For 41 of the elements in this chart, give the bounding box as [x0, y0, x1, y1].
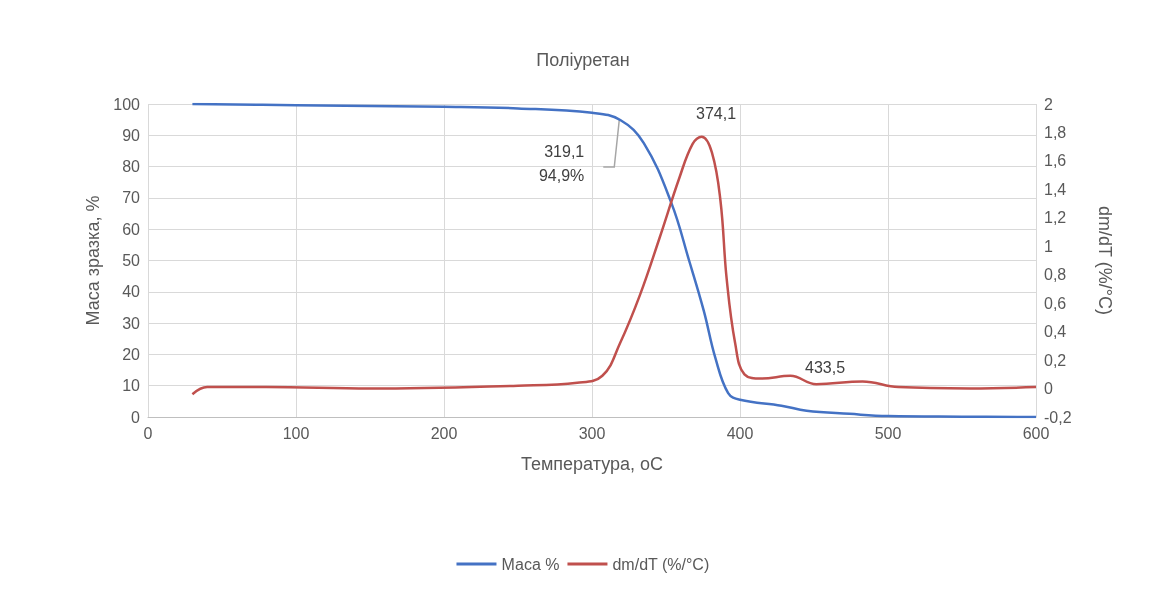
y-axis-title: Маса зразка, % [83, 195, 104, 326]
x-tick-label: 600 [1022, 424, 1050, 442]
y2-tick-label: 1,6 [1044, 152, 1067, 170]
y-tick-label: 10 [122, 377, 141, 395]
y2-tick-label: 1,8 [1044, 123, 1067, 141]
legend-label: dm/dT (%/°C) [612, 555, 710, 573]
x-tick-label: 0 [143, 424, 153, 442]
y-tick-label: 90 [122, 126, 141, 144]
y2-tick-label: -0,2 [1044, 408, 1072, 426]
y2-tick-label: 0,4 [1044, 323, 1067, 341]
y2-tick-label: 0,2 [1044, 351, 1067, 369]
y2-tick-label: 0,6 [1044, 294, 1067, 312]
y-tick-label: 60 [122, 220, 141, 238]
x-tick-label: 300 [578, 424, 606, 442]
y2-tick-label: 1,4 [1044, 180, 1067, 198]
y-tick-label: 80 [122, 158, 141, 176]
y-tick-label: 30 [122, 314, 141, 332]
y-tick-label: 50 [122, 252, 141, 269]
y2-tick-label: 1,2 [1044, 209, 1067, 227]
y-tick-label: 20 [122, 345, 141, 363]
y2-tick-label: 0 [1044, 380, 1053, 398]
y2-tick-label: 2 [1044, 95, 1053, 113]
line-series [191, 135, 1038, 396]
x-tick-label: 200 [430, 424, 458, 442]
y-tick-label: 40 [122, 283, 141, 301]
legend-label: Маса % [501, 555, 560, 573]
y2-tick-label: 0,8 [1044, 266, 1067, 284]
line-series [191, 102, 1038, 419]
x-tick-label: 100 [282, 424, 310, 442]
chart-title: Поліуретан [536, 50, 630, 70]
y2-axis-title: dm/dT (%/°C) [1095, 206, 1115, 315]
annotation: 374,1 [695, 104, 737, 122]
x-axis-title: Температура, оС [520, 454, 664, 474]
x-tick-label: 400 [726, 424, 754, 442]
y-tick-label: 70 [122, 189, 141, 207]
y2-tick-label: 1 [1044, 237, 1053, 255]
y-tick-label: 100 [113, 95, 141, 113]
annotation: 319,1 94,9% [538, 143, 585, 185]
annotation: 433,5 [804, 358, 846, 376]
x-tick-label: 500 [874, 424, 902, 442]
y-tick-label: 0 [131, 408, 141, 426]
